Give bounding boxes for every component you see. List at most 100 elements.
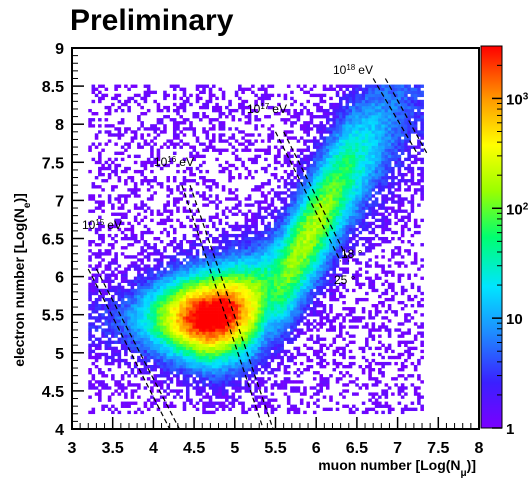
heatmap-cell <box>323 240 327 243</box>
heatmap-cell <box>290 292 294 295</box>
heatmap-cell <box>264 249 268 252</box>
heatmap-cell <box>150 246 154 249</box>
heatmap-cell <box>215 255 219 258</box>
heatmap-cell <box>316 261 320 264</box>
heatmap-cell <box>209 264 213 267</box>
heatmap-cell <box>118 353 122 356</box>
heatmap-cell <box>238 313 242 316</box>
heatmap-cell <box>319 316 323 319</box>
heatmap-cell <box>277 191 281 194</box>
heatmap-cell <box>199 231 203 234</box>
heatmap-cell <box>105 386 109 389</box>
heatmap-cell <box>170 271 174 274</box>
heatmap-cell <box>95 359 99 362</box>
heatmap-cell <box>336 261 340 264</box>
heatmap-cell <box>196 255 200 258</box>
heatmap-cell <box>277 353 281 356</box>
heatmap-cell <box>241 298 245 301</box>
heatmap-cell <box>215 158 219 161</box>
heatmap-cell <box>160 252 164 255</box>
heatmap-cell <box>88 295 92 298</box>
heatmap-cell <box>274 289 278 292</box>
heatmap-cell <box>271 344 275 347</box>
heatmap-cell <box>192 289 196 292</box>
heatmap-cell <box>170 213 174 216</box>
heatmap-cell <box>134 319 138 322</box>
heatmap-cell <box>192 240 196 243</box>
heatmap-cell <box>98 353 102 356</box>
heatmap-cell <box>310 152 314 155</box>
heatmap-cell <box>293 271 297 274</box>
heatmap-cell <box>323 100 327 103</box>
heatmap-cell <box>88 356 92 359</box>
heatmap-cell <box>326 191 330 194</box>
heatmap-cell <box>297 228 301 231</box>
heatmap-cell <box>264 380 268 383</box>
heatmap-cell <box>166 194 170 197</box>
heatmap-cell <box>251 91 255 94</box>
heatmap-cell <box>235 267 239 270</box>
heatmap-cell <box>254 338 258 341</box>
heatmap-cell <box>179 301 183 304</box>
heatmap-cell <box>297 255 301 258</box>
heatmap-cell <box>306 319 310 322</box>
heatmap-cell <box>258 207 262 210</box>
heatmap-cell <box>173 405 177 408</box>
heatmap-cell <box>219 289 223 292</box>
heatmap-cell <box>144 335 148 338</box>
heatmap-cell <box>202 85 206 88</box>
heatmap-cell <box>284 234 288 237</box>
heatmap-cell <box>98 91 102 94</box>
heatmap-cell <box>332 338 336 341</box>
heatmap-cell <box>118 319 122 322</box>
heatmap-cell <box>118 386 122 389</box>
heatmap-cell <box>232 292 236 295</box>
heatmap-cell <box>163 124 167 127</box>
heatmap-cell <box>144 295 148 298</box>
heatmap-cell <box>186 365 190 368</box>
heatmap-cell <box>124 313 128 316</box>
heatmap-cell <box>313 197 317 200</box>
heatmap-cell <box>160 240 164 243</box>
heatmap-cell <box>134 182 138 185</box>
heatmap-cell <box>258 277 262 280</box>
heatmap-cell <box>140 325 144 328</box>
heatmap-cell <box>140 359 144 362</box>
heatmap-cell <box>179 240 183 243</box>
heatmap-cell <box>290 267 294 270</box>
heatmap-cell <box>199 399 203 402</box>
heatmap-cell <box>264 365 268 368</box>
heatmap-cell <box>300 234 304 237</box>
heatmap-cell <box>202 280 206 283</box>
heatmap-cell <box>222 380 226 383</box>
heatmap-cell <box>92 185 96 188</box>
heatmap-cell <box>245 237 249 240</box>
heatmap-cell <box>127 267 131 270</box>
heatmap-cell <box>108 249 112 252</box>
heatmap-cell <box>163 228 167 231</box>
heatmap-cell <box>95 255 99 258</box>
heatmap-cell <box>183 274 187 277</box>
heatmap-cell <box>196 112 200 115</box>
heatmap-cell <box>261 207 265 210</box>
heatmap-cell <box>319 380 323 383</box>
heatmap-cell <box>183 405 187 408</box>
heatmap-cell <box>310 264 314 267</box>
heatmap-cell <box>300 173 304 176</box>
heatmap-cell <box>277 185 281 188</box>
heatmap-cell <box>297 194 301 197</box>
heatmap-cell <box>183 331 187 334</box>
heatmap-cell <box>127 301 131 304</box>
heatmap-cell <box>199 322 203 325</box>
heatmap-cell <box>251 264 255 267</box>
heatmap-cell <box>202 286 206 289</box>
heatmap-cell <box>192 325 196 328</box>
heatmap-cell <box>241 322 245 325</box>
heatmap-cell <box>332 88 336 91</box>
heatmap-cell <box>212 328 216 331</box>
heatmap-cell <box>293 121 297 124</box>
heatmap-cell <box>173 228 177 231</box>
heatmap-cell <box>160 182 164 185</box>
heatmap-cell <box>267 243 271 246</box>
heatmap-cell <box>189 335 193 338</box>
